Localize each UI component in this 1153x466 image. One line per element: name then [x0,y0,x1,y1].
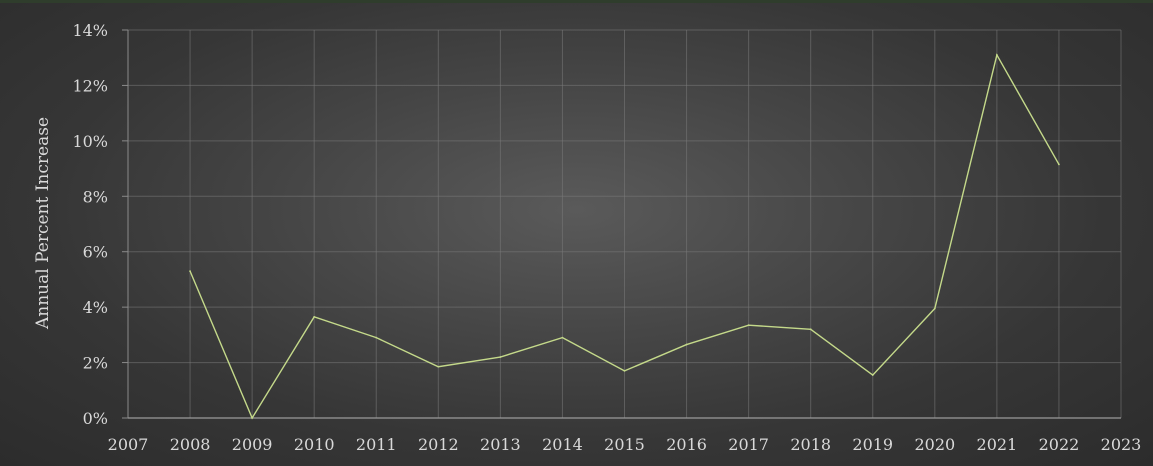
data-point [313,315,316,318]
y-tick-label: 12% [72,76,108,95]
y-tick-label: 0% [83,409,108,428]
data-point [189,270,191,273]
data-point [809,328,812,331]
data-point [747,324,750,327]
data-point [995,54,998,56]
data-point [623,369,626,372]
x-tick-label: 2007 [108,435,149,454]
data-point [375,336,378,339]
x-tick-label: 2019 [852,435,893,454]
x-tick-label: 2009 [232,435,273,454]
data-point [251,417,254,419]
x-tick-label: 2022 [1039,435,1080,454]
x-tick-label: 2013 [480,435,521,454]
axes [122,29,1121,419]
y-tick-label: 6% [83,243,108,262]
data-point [561,336,564,339]
x-tick-label: 2015 [604,435,645,454]
x-tick-label: 2021 [977,435,1018,454]
y-tick-label: 10% [72,132,108,151]
top-border [0,0,1153,3]
x-tick-label: 2018 [790,435,831,454]
data-point [685,343,688,346]
x-tick-label: 2008 [170,435,211,454]
gridlines [128,29,1122,418]
x-tick-label: 2017 [728,435,769,454]
x-tick-label: 2012 [418,435,459,454]
data-point [437,365,440,368]
series-layer [189,53,1060,420]
x-tick-label: 2010 [294,435,335,454]
data-point [499,356,502,358]
y-tick-label: 8% [83,187,108,206]
x-tick-label: 2011 [356,435,397,454]
x-tick-label: 2016 [666,435,707,454]
y-tick-label: 2% [83,354,108,373]
y-tick-label: 14% [72,21,108,40]
data-point [1058,163,1060,166]
tick-labels: 0% 2% 4% 6% 8% 10% 12% 14% 2007 2008 2009 2010 2011 2… [72,21,1141,454]
y-axis-title: Annual Percent Increase [33,117,53,330]
x-tick-label: 2020 [914,435,955,454]
data-point [871,374,874,376]
x-tick-label: 2023 [1101,435,1142,454]
y-tick-label: 4% [83,298,108,317]
x-tick-label: 2014 [542,435,583,454]
data-point [933,307,936,310]
